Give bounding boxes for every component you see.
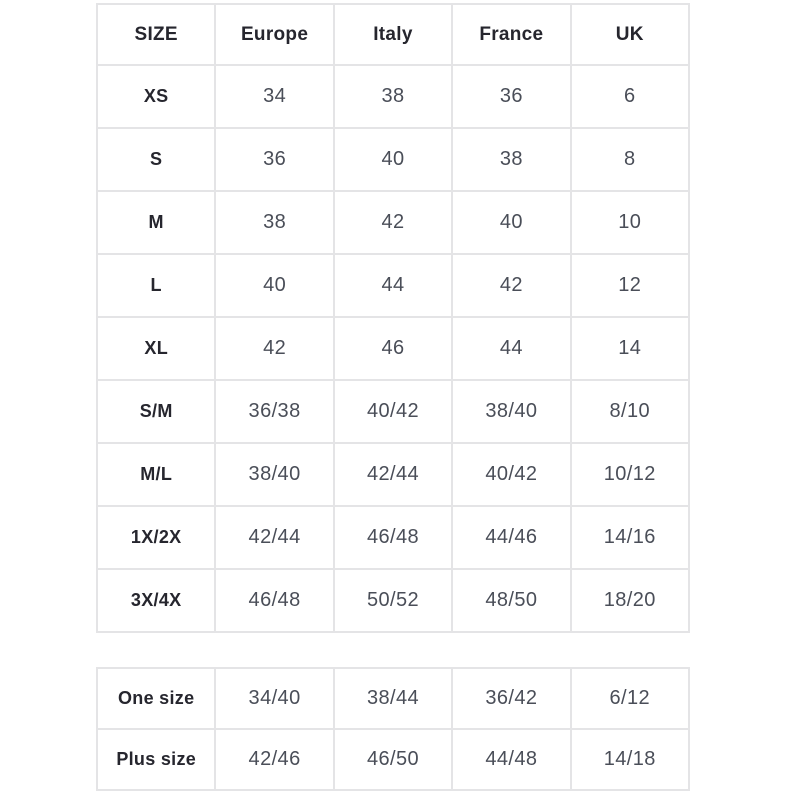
value-cell: 40: [332, 127, 454, 192]
value-cell: 34/40: [214, 667, 335, 730]
value-cell: 46: [332, 316, 454, 381]
value-cell: 14/18: [569, 728, 691, 791]
size-label: M: [95, 190, 217, 255]
table-row-s: S 36 40 38 8: [95, 127, 691, 192]
value-cell: 36: [451, 64, 572, 129]
table-row-3x4x: 3X/4X 46/48 50/52 48/50 18/20: [95, 568, 691, 633]
value-cell: 40: [214, 253, 335, 318]
table-row-one-size: One size 34/40 38/44 36/42 6/12: [95, 667, 691, 730]
size-label: L: [95, 253, 217, 318]
value-cell: 44/46: [451, 505, 572, 570]
value-cell: 10/12: [569, 442, 691, 507]
value-cell: 38: [214, 190, 335, 255]
value-cell: 42/46: [214, 728, 335, 791]
table-row-m: M 38 42 40 10: [95, 190, 691, 255]
value-cell: 42/44: [214, 505, 335, 570]
table-row-xl: XL 42 46 44 14: [95, 316, 691, 381]
size-label: 1X/2X: [95, 505, 217, 570]
column-header-italy: Italy: [332, 3, 454, 66]
value-cell: 44: [451, 316, 572, 381]
value-cell: 46/48: [214, 568, 335, 633]
value-cell: 36/38: [214, 379, 335, 444]
value-cell: 18/20: [569, 568, 691, 633]
table-row-sm: S/M 36/38 40/42 38/40 8/10: [95, 379, 691, 444]
value-cell: 46/50: [332, 728, 454, 791]
value-cell: 42/44: [332, 442, 454, 507]
value-cell: 40: [451, 190, 572, 255]
value-cell: 14/16: [569, 505, 691, 570]
size-label: Plus size: [95, 728, 217, 791]
value-cell: 36/42: [451, 667, 572, 730]
value-cell: 34: [214, 64, 335, 129]
table-row-1x2x: 1X/2X 42/44 46/48 44/46 14/16: [95, 505, 691, 570]
value-cell: 10: [569, 190, 691, 255]
size-label: S/M: [95, 379, 217, 444]
value-cell: 42: [214, 316, 335, 381]
size-label: S: [95, 127, 217, 192]
size-label: One size: [95, 667, 217, 730]
table-row-plus-size: Plus size 42/46 46/50 44/48 14/18: [95, 728, 691, 791]
value-cell: 38: [332, 64, 454, 129]
value-cell: 42: [332, 190, 454, 255]
value-cell: 38/44: [332, 667, 454, 730]
value-cell: 14: [569, 316, 691, 381]
header-row: SIZE Europe Italy France UK: [95, 3, 691, 66]
one-size-plus-size-table: One size 34/40 38/44 36/42 6/12 Plus siz…: [95, 667, 691, 791]
column-header-europe: Europe: [214, 3, 335, 66]
column-header-size: SIZE: [95, 3, 217, 66]
size-label: 3X/4X: [95, 568, 217, 633]
size-label: XL: [95, 316, 217, 381]
size-label: XS: [95, 64, 217, 129]
value-cell: 40/42: [332, 379, 454, 444]
value-cell: 38: [451, 127, 572, 192]
value-cell: 40/42: [451, 442, 572, 507]
value-cell: 38/40: [214, 442, 335, 507]
size-label: M/L: [95, 442, 217, 507]
column-header-france: France: [451, 3, 572, 66]
value-cell: 8: [569, 127, 691, 192]
value-cell: 38/40: [451, 379, 572, 444]
value-cell: 50/52: [332, 568, 454, 633]
value-cell: 48/50: [451, 568, 572, 633]
value-cell: 46/48: [332, 505, 454, 570]
value-cell: 44: [332, 253, 454, 318]
value-cell: 42: [451, 253, 572, 318]
value-cell: 6/12: [569, 667, 691, 730]
value-cell: 12: [569, 253, 691, 318]
value-cell: 6: [569, 64, 691, 129]
value-cell: 8/10: [569, 379, 691, 444]
table-row-ml: M/L 38/40 42/44 40/42 10/12: [95, 442, 691, 507]
value-cell: 44/48: [451, 728, 572, 791]
size-conversion-table: SIZE Europe Italy France UK XS 34 38 36 …: [95, 3, 691, 633]
table-row-xs: XS 34 38 36 6: [95, 64, 691, 129]
column-header-uk: UK: [569, 3, 691, 66]
value-cell: 36: [214, 127, 335, 192]
table-row-l: L 40 44 42 12: [95, 253, 691, 318]
